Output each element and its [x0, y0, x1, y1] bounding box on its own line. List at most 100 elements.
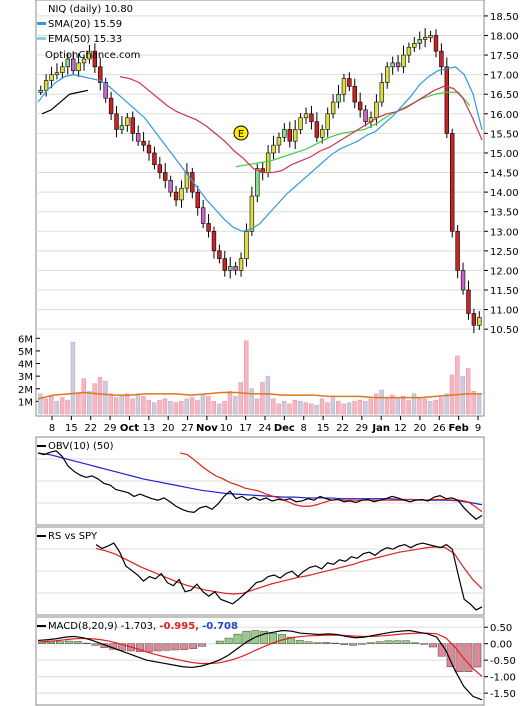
volume-bar	[146, 399, 151, 415]
candle-body	[357, 101, 363, 111]
legend-ema: EMA(50) 15.33	[48, 34, 122, 45]
macd-hist-bar	[295, 640, 304, 644]
volume-bar	[319, 398, 325, 415]
macd-hist-bar	[269, 632, 278, 644]
rs-ma-line	[95, 546, 483, 595]
candle-body	[298, 117, 303, 130]
candle-body	[125, 117, 130, 126]
candle-body	[190, 172, 195, 193]
volume-bar	[455, 355, 460, 415]
macd-hist-bar	[171, 643, 180, 651]
candle-body	[135, 133, 141, 142]
ma200-line	[41, 89, 89, 115]
candle-body	[87, 50, 92, 60]
price-tick-label: 14.00	[490, 188, 519, 199]
candle-body	[455, 230, 460, 271]
volume-bar	[476, 394, 482, 415]
price-tick-label: 10.50	[490, 325, 519, 336]
volume-bar	[352, 401, 357, 415]
candle-body	[444, 66, 450, 134]
volume-bar	[249, 388, 254, 415]
candle-body	[146, 144, 152, 154]
volume-bar	[325, 402, 330, 415]
candle-body	[228, 266, 233, 271]
volume-bar	[428, 401, 433, 415]
candle-body	[65, 58, 70, 68]
price-grid	[36, 15, 484, 330]
candle-body	[103, 82, 108, 99]
macd-hist-bar	[402, 640, 411, 644]
candle-body	[412, 43, 417, 48]
candle-body	[71, 58, 76, 72]
volume-tick-label: 1M	[18, 397, 33, 408]
candle-body	[314, 121, 320, 138]
volume-bar	[292, 399, 298, 415]
volume-bar	[86, 391, 92, 415]
volume-bar	[384, 398, 390, 415]
macd-legend-swatch	[37, 625, 46, 627]
macd-hist-bar	[198, 643, 206, 647]
candle-body	[157, 164, 163, 173]
volume-bar	[444, 393, 449, 415]
candle-body	[195, 191, 200, 209]
candle-body	[320, 129, 325, 138]
price-tick-label: 13.50	[490, 208, 519, 219]
macd-hist-bar	[375, 641, 384, 644]
ticker-label: NIQ (daily) 10.80	[48, 4, 133, 15]
obv-title: OBV(10) (50)	[48, 441, 114, 452]
x-tick-label: 29	[104, 423, 117, 434]
volume-bar	[373, 393, 379, 415]
volume-bar	[438, 397, 444, 415]
price-tick-label: 11.50	[490, 286, 519, 297]
candle-body	[439, 50, 444, 68]
candle-body	[406, 46, 412, 56]
volume-bar	[216, 403, 222, 415]
macd-hist-bar	[313, 642, 322, 644]
macd-tick-label: -0.50	[490, 656, 516, 667]
price-tick-label: 18.00	[490, 31, 519, 42]
candle-body	[92, 50, 98, 68]
macd-hist-bar	[82, 642, 91, 644]
candle-body	[206, 223, 211, 232]
volume-bar	[417, 397, 422, 415]
candle-body	[141, 140, 146, 146]
macd-hist-bar	[357, 643, 366, 645]
volume-bar	[124, 393, 130, 415]
candle-body	[287, 129, 292, 142]
candle-body	[303, 113, 309, 119]
price-tick-label: 16.50	[490, 90, 519, 101]
volume-bar	[281, 401, 287, 415]
x-tick-label: 13	[142, 423, 155, 434]
volume-bar	[211, 401, 216, 415]
macd-hist-bar	[340, 643, 349, 645]
volume-bar	[130, 398, 135, 415]
candle-body	[336, 93, 341, 103]
candle-body	[60, 66, 65, 73]
candle-body	[249, 195, 255, 232]
price-tick-label: 18.50	[490, 12, 519, 23]
volume-bar	[422, 398, 428, 415]
candle-body	[292, 129, 298, 142]
candle-body	[179, 187, 184, 201]
sma20-line	[37, 66, 483, 232]
x-tick-label: Oct	[120, 423, 139, 434]
volume-bar	[411, 393, 417, 415]
volume-bar	[308, 403, 314, 415]
volume-bar	[162, 398, 168, 415]
volume-bar	[135, 393, 141, 415]
macd-tick-label: -1.50	[490, 689, 516, 700]
volume-bar	[379, 389, 384, 415]
volume-bar	[200, 393, 206, 415]
candle-body	[477, 317, 482, 326]
macd-hist-bar	[144, 643, 153, 653]
volume-bar	[466, 368, 471, 415]
volume-bar	[92, 383, 97, 415]
candle-body	[352, 86, 357, 103]
volume-bar	[227, 391, 233, 415]
candle-body	[54, 72, 60, 75]
candle-body	[282, 129, 287, 138]
macd-hist-bar	[446, 643, 455, 668]
candle-body	[422, 37, 428, 40]
